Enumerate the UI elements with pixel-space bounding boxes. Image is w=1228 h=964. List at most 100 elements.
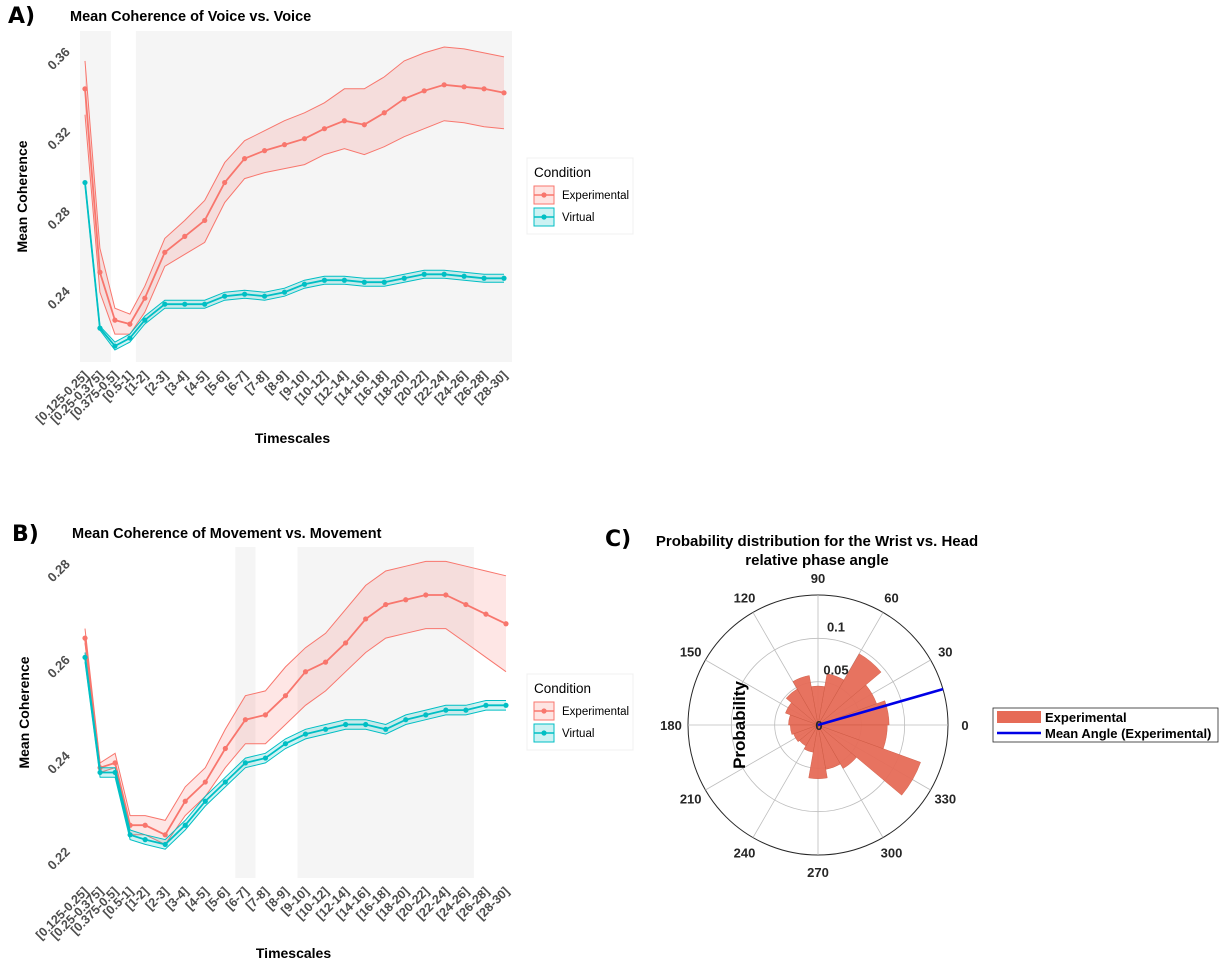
legend-title: Condition [534,681,591,696]
data-point-experimental [242,717,248,723]
panel-b-chart: Mean Coherence of Movement vs. Movement 0… [16,526,634,961]
data-point-virtual [403,717,409,723]
data-point-virtual [443,707,449,713]
data-point-virtual [82,654,88,660]
ribbon-lower-line-virtual [84,662,506,850]
x-axis-label: Timescales [256,945,331,961]
data-point-virtual [127,832,133,838]
polar-angle-label: 300 [881,845,903,860]
data-point-virtual [282,741,289,747]
polar-angle-label: 120 [734,591,756,606]
data-point-virtual [361,279,367,285]
data-point-experimental [202,217,208,224]
data-point-experimental [222,179,228,186]
data-point-virtual [481,275,487,281]
data-point-experimental [82,635,88,641]
data-point-experimental [503,621,509,627]
shaded-region [235,547,256,878]
polar-angle-label: 0 [961,718,968,733]
data-point-experimental [302,669,309,675]
polar-radius-tick: 0.1 [827,619,845,634]
data-point-experimental [461,84,467,90]
panel-a-chart: Mean Coherence of Voice vs. Voice 0.24 0.2… [14,9,634,446]
data-point-virtual [343,721,349,728]
polar-angle-label: 150 [680,645,702,660]
data-point-virtual [321,277,328,283]
polar-bar [792,675,819,726]
data-point-experimental [282,693,289,699]
panel-c-polar-chart: Probability distribution for the Wrist v… [656,533,1219,880]
legend-title: Condition [534,165,591,180]
polar-bar [808,724,828,779]
data-point-virtual [242,291,248,297]
ribbon-experimental [85,47,504,335]
polar-radius-axis-label: Probability [730,681,749,769]
data-point-virtual [142,837,148,843]
data-point-experimental [341,118,347,124]
data-point-experimental [82,86,88,92]
data-point-experimental [262,712,269,718]
data-point-virtual [441,271,447,277]
data-point-virtual [501,275,507,281]
data-point-experimental [381,110,387,116]
data-point-experimental [501,90,507,96]
data-point-experimental [343,640,349,646]
data-point-experimental [182,233,188,239]
data-point-virtual [423,712,429,718]
panel-c-label: C) [605,527,631,552]
polar-angle-label: 240 [734,845,756,860]
polar-bar [793,724,819,742]
data-point-experimental [481,86,487,92]
data-point-experimental [401,96,407,102]
y-tick-label: 0.26 [44,652,73,681]
ribbon-virtual [85,180,504,350]
data-point-experimental [421,88,427,94]
data-point-experimental [463,601,469,608]
data-point-virtual [97,325,103,331]
legend-key-point [541,192,547,198]
data-point-virtual [182,301,188,307]
data-point-virtual [281,289,288,295]
polar-legend-swatch-experimental [997,711,1041,723]
polar-legend-label-mean-angle: Mean Angle (Experimental) [1045,726,1211,741]
y-tick-label: 0.24 [44,283,73,312]
polar-bar [817,653,882,726]
data-point-experimental [182,798,188,804]
legend-key-point [541,730,547,736]
data-point-experimental [242,156,248,162]
polar-angle-label: 180 [660,718,682,733]
legend-label-virtual: Virtual [562,212,594,224]
data-point-virtual [222,293,228,299]
chart-title: Mean Coherence of Movement vs. Movement [72,526,382,542]
data-point-virtual [383,726,389,732]
data-point-experimental [483,611,489,617]
polar-bar [785,702,819,726]
polar-angle-label: 330 [934,792,956,807]
polar-bar [817,724,921,796]
data-point-virtual [162,301,168,307]
data-point-experimental [441,82,447,88]
data-point-virtual [503,702,509,708]
polar-angle-label: 30 [938,645,952,660]
data-point-experimental [443,592,449,598]
data-point-experimental [142,295,148,301]
data-point-virtual [401,275,407,281]
data-point-experimental [162,832,168,838]
data-point-experimental [97,269,103,275]
data-point-virtual [112,343,118,349]
polar-angle-label: 270 [807,865,829,880]
polar-title-line1: Probability distribution for the Wrist v… [656,533,978,550]
legend-label-experimental: Experimental [562,706,629,718]
data-point-experimental [127,321,133,327]
polar-angle-label: 60 [884,591,898,606]
data-point-virtual [182,822,188,828]
polar-angle-label: 210 [680,792,702,807]
data-point-virtual [142,317,148,323]
data-point-virtual [82,179,88,186]
polar-angle-label: 90 [811,571,825,586]
ribbon-upper-line-virtual [84,652,506,841]
data-point-experimental [162,249,168,255]
data-point-virtual [127,335,133,341]
ribbon-upper-line-virtual [84,180,504,343]
polar-bar [817,673,845,726]
